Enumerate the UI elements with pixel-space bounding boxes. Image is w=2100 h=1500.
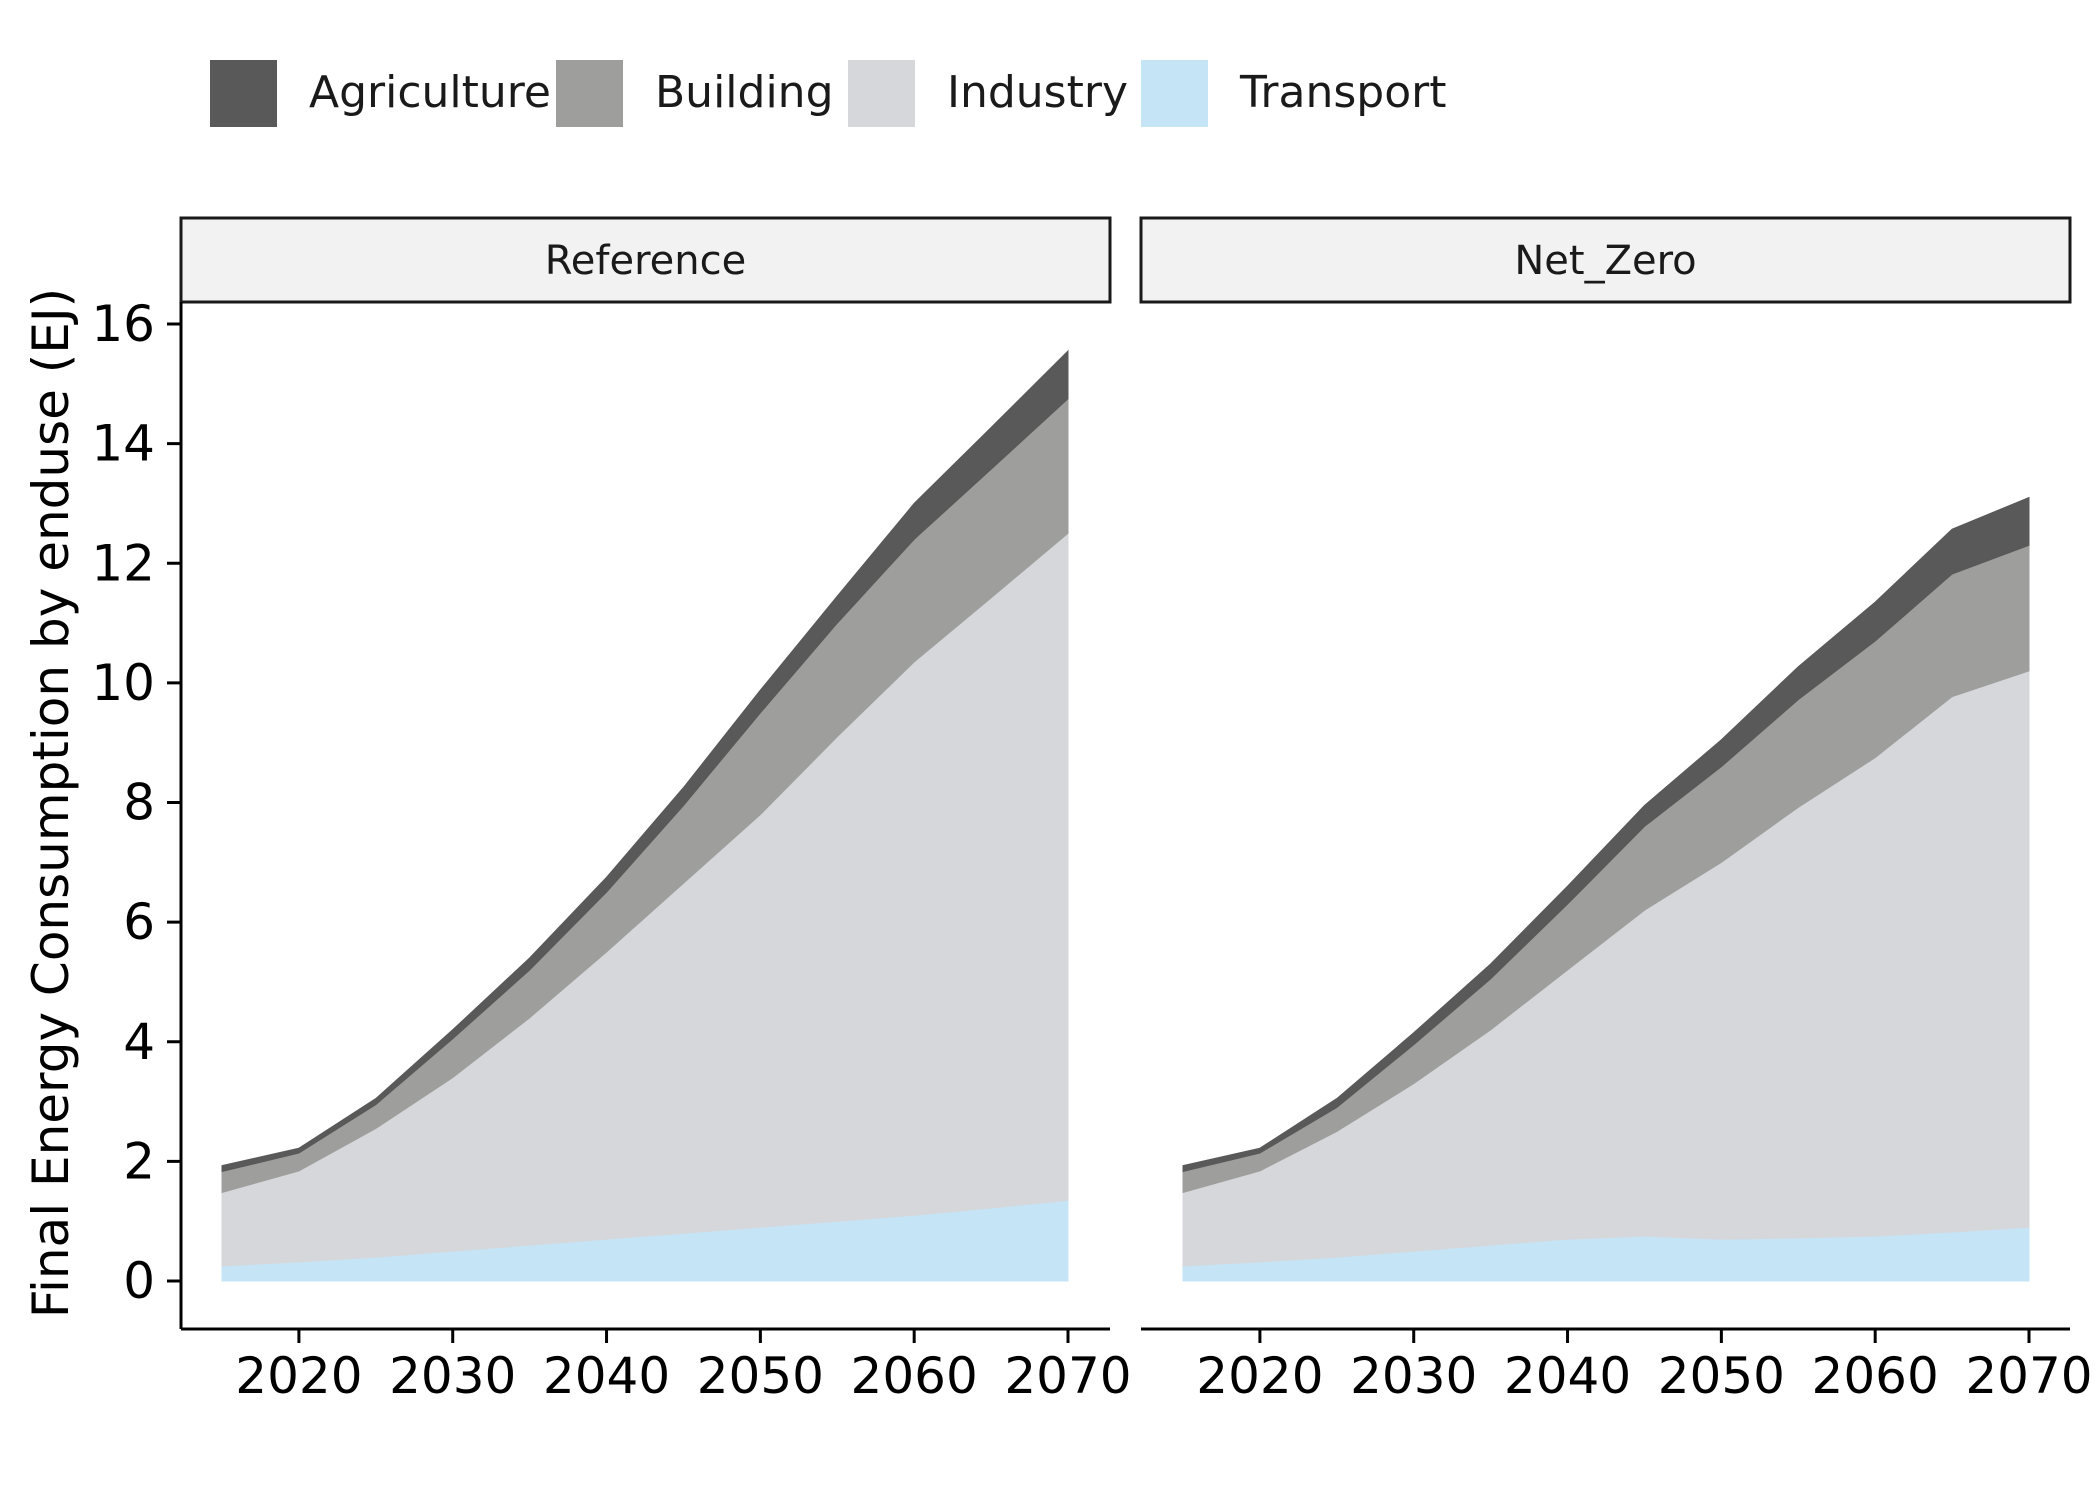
legend-label-agriculture: Agriculture: [309, 67, 551, 118]
y-tick-label-8: 8: [123, 774, 155, 832]
y-tick-label-10: 10: [91, 654, 155, 712]
facet-strip-net-zero: [1139, 216, 2072, 304]
y-tick-label-12: 12: [91, 534, 155, 592]
legend-label-industry: Industry: [947, 67, 1128, 118]
y-tick-label-14: 14: [91, 415, 155, 473]
y-tick-label-2: 2: [123, 1132, 155, 1190]
area-industry-net-zero: [1182, 670, 2030, 1267]
area-agriculture-net-zero: [1182, 496, 2030, 1173]
legend-swatch-building: [556, 60, 623, 127]
y-tick-label-4: 4: [123, 1013, 155, 1071]
x-tick-label-net-zero-2070: 2070: [1965, 1347, 2092, 1405]
area-layers-net-zero: [1182, 496, 2030, 1282]
x-tick-label-reference-2070: 2070: [1004, 1347, 1131, 1405]
legend-swatch-industry: [848, 60, 915, 127]
y-tick-label-0: 0: [123, 1252, 155, 1310]
facet-panel-net-zero: Net_Zero 2020 2030 2040 2050 2060 2070: [1139, 216, 2093, 1405]
legend-label-transport: Transport: [1239, 67, 1446, 118]
y-axis: 0 2 4 6 8 10 12 14 16: [91, 295, 183, 1329]
legend-item-building: Building: [556, 60, 834, 127]
x-tick-label-net-zero-2050: 2050: [1658, 1347, 1785, 1405]
x-tick-label-net-zero-2060: 2060: [1812, 1347, 1939, 1405]
legend: Agriculture Building Industry Transport: [210, 60, 1446, 127]
x-tick-label-reference-2040: 2040: [543, 1347, 670, 1405]
facet-strip-reference: [179, 216, 1112, 304]
facet-panel-reference: Reference 2020 2030 2040 2050 2060 2070: [179, 216, 1132, 1405]
facet-strip-label-net-zero: Net_Zero: [1514, 238, 1696, 284]
x-tick-label-net-zero-2030: 2030: [1350, 1347, 1477, 1405]
x-tick-label-reference-2060: 2060: [851, 1347, 978, 1405]
area-layers-reference: [221, 349, 1069, 1282]
x-tick-label-reference-2030: 2030: [389, 1347, 516, 1405]
x-tick-label-net-zero-2020: 2020: [1196, 1347, 1323, 1405]
y-axis-title: Final Energy Consumption by enduse (EJ): [22, 288, 80, 1318]
legend-label-building: Building: [655, 67, 834, 118]
legend-swatch-agriculture: [210, 60, 277, 127]
y-tick-label-6: 6: [123, 893, 155, 951]
facet-strip-label-reference: Reference: [545, 238, 746, 284]
y-tick-label-16: 16: [91, 295, 155, 353]
x-tick-label-reference-2020: 2020: [235, 1347, 362, 1405]
x-tick-label-reference-2050: 2050: [697, 1347, 824, 1405]
legend-item-agriculture: Agriculture: [210, 60, 551, 127]
legend-swatch-transport: [1141, 60, 1208, 127]
area-agriculture-reference: [221, 349, 1069, 1173]
legend-item-transport: Transport: [1141, 60, 1446, 127]
x-tick-label-net-zero-2040: 2040: [1504, 1347, 1631, 1405]
legend-item-industry: Industry: [848, 60, 1128, 127]
